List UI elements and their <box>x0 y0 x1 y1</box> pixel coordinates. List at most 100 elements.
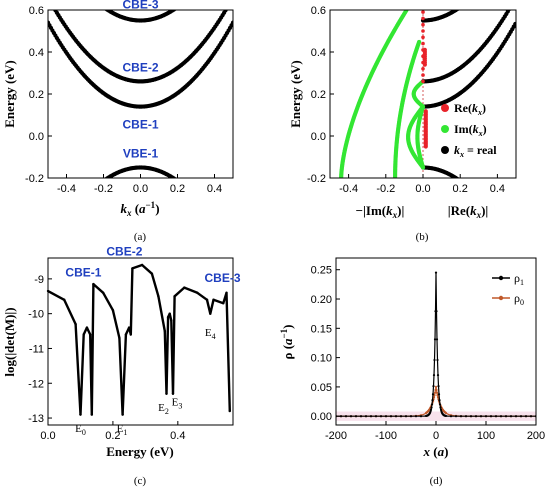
density-point <box>433 338 437 341</box>
det-point <box>163 329 167 333</box>
density-point <box>479 415 483 418</box>
density-point <box>438 399 441 402</box>
det-point <box>170 319 173 322</box>
det-point <box>228 409 231 413</box>
band-point <box>52 6 56 10</box>
y-tick-label: 0.4 <box>29 47 44 59</box>
real-k-point <box>455 10 460 12</box>
x-tick-label: -200 <box>325 430 347 442</box>
density-point <box>439 408 443 412</box>
re-k-point <box>421 73 425 77</box>
band-point <box>175 5 179 9</box>
density-point <box>514 415 518 418</box>
panel-d-ticks: 0.00 0.05 0.10 0.15 0.20 0.25 -200 -100 0 100 200 <box>311 265 546 442</box>
band-cbe-1 <box>48 20 233 109</box>
density-point <box>404 415 408 418</box>
band-point <box>175 178 179 182</box>
density-point <box>435 310 438 313</box>
band-point <box>223 10 228 13</box>
det-point <box>79 413 82 416</box>
det-point <box>92 282 95 286</box>
re-k-points <box>421 10 428 149</box>
band-label: VBE-1 <box>123 147 159 161</box>
density-point <box>339 415 343 418</box>
band-point <box>176 4 180 8</box>
legend-label: ρ1 <box>514 271 524 287</box>
density-point <box>504 415 508 418</box>
y-tick-label: -11 <box>29 343 44 355</box>
re-k-point <box>421 29 425 33</box>
y-tick-label: 0.15 <box>311 323 332 335</box>
im-k-point <box>404 10 409 13</box>
det-point <box>222 302 225 305</box>
det-point <box>129 333 132 336</box>
density-point <box>359 415 363 418</box>
y-tick-label: -12 <box>28 378 44 390</box>
panel-c-caption: (c) <box>134 475 147 487</box>
density-point <box>438 403 442 406</box>
x-tick-label: 0.0 <box>415 183 430 195</box>
det-point <box>205 298 209 301</box>
band-label: CBE-3 <box>122 0 158 12</box>
y-tick-label: 0.00 <box>311 411 332 423</box>
band-label: CBE-2 <box>122 60 158 74</box>
det-point <box>168 312 171 315</box>
det-curve <box>47 263 231 416</box>
real-k-point <box>509 4 513 8</box>
det-point <box>171 392 175 395</box>
density-point <box>374 415 378 418</box>
density-point <box>435 388 438 392</box>
x-tick-label: 0.2 <box>170 183 185 195</box>
legend-label: Im(kx) <box>454 122 487 138</box>
density-point <box>432 396 436 399</box>
density-point <box>494 415 498 418</box>
band-point <box>102 5 106 9</box>
y-tick-label: 0.05 <box>311 382 332 394</box>
det-point <box>82 333 85 336</box>
band-label: CBE-1 <box>65 266 101 280</box>
band-label: CBE-2 <box>106 245 142 259</box>
density-point <box>439 406 442 409</box>
density-point <box>509 415 513 418</box>
det-point <box>157 295 160 298</box>
real-k-point <box>507 10 512 12</box>
y-tick-label: 0.6 <box>311 5 326 17</box>
band-cbe-2 <box>52 6 228 84</box>
y-tick-label: -13 <box>28 413 44 425</box>
real-k-bands <box>420 4 516 178</box>
det-point <box>74 322 77 326</box>
density-point <box>389 415 393 418</box>
density-point <box>436 373 440 377</box>
density-point <box>464 415 468 418</box>
y-tick-label: -10 <box>28 309 44 321</box>
density-point <box>519 415 523 418</box>
panel-b-ylabel: Energy (eV) <box>288 60 303 128</box>
y-tick-label: 0.0 <box>29 131 44 143</box>
panel-d-curves <box>336 271 536 421</box>
density-point <box>435 338 439 341</box>
density-point <box>399 415 403 418</box>
dip-label: E0 <box>75 423 86 437</box>
density-point <box>437 393 441 396</box>
density-point <box>436 396 440 399</box>
det-point <box>140 263 144 267</box>
det-point <box>101 291 105 294</box>
det-point <box>209 312 212 315</box>
re-k-point <box>422 47 427 53</box>
band-label: CBE-1 <box>122 118 158 132</box>
re-k-point <box>421 22 425 27</box>
panel-d-caption: (d) <box>430 475 443 487</box>
det-point <box>121 413 124 416</box>
real-k-point <box>458 5 462 9</box>
density-point <box>444 411 448 415</box>
panel-c-curve <box>46 263 231 416</box>
det-point <box>111 308 115 312</box>
x-tick-label: -0.2 <box>376 183 395 195</box>
x-tick-label: -0.4 <box>339 183 358 195</box>
x-tick-label: 0.4 <box>490 183 505 195</box>
re-k-point <box>421 10 425 14</box>
panel-b-legend: Re(kx) Im(kx) kx = real <box>441 101 497 159</box>
y-tick-label: -0.2 <box>25 173 44 185</box>
det-point <box>90 413 94 416</box>
